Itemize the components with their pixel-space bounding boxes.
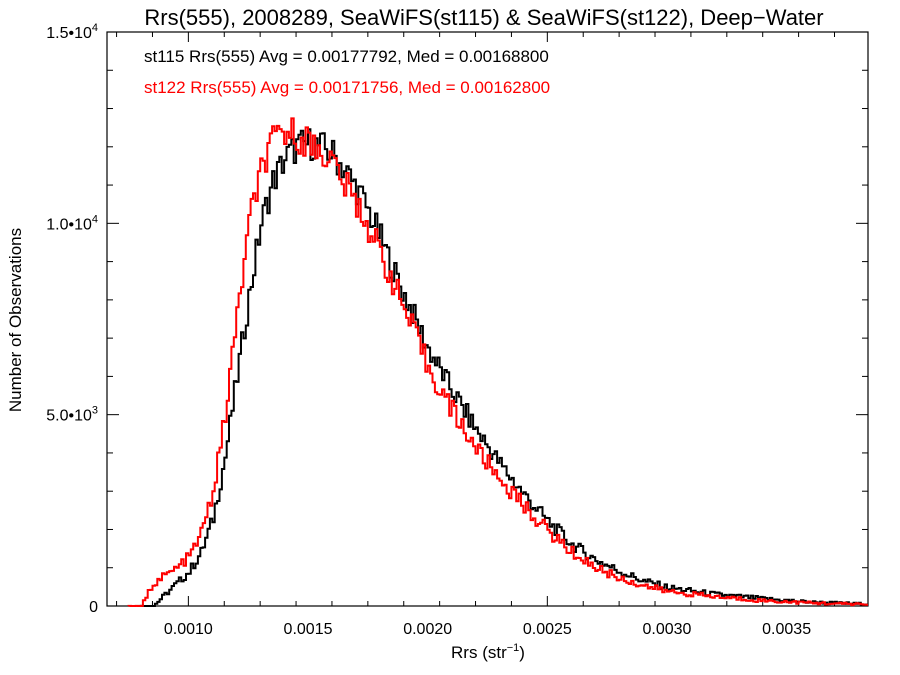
x-axis-label: Rrs (str−1) (451, 642, 525, 662)
y-tick-label: 5.0•103 (46, 405, 98, 425)
histogram-series-st122 (127, 117, 868, 607)
x-tick-label: 0.0020 (403, 621, 452, 638)
x-tick-label: 0.0025 (523, 621, 572, 638)
chart-title: Rrs(555), 2008289, SeaWiFS(st115) & SeaW… (144, 5, 823, 30)
y-tick-label: 1.0•104 (46, 213, 98, 233)
x-tick-label: 0.0035 (762, 621, 811, 638)
plot-frame (106, 31, 869, 607)
x-tick-label: 0.0010 (164, 621, 213, 638)
legend-entry-st115: st115 Rrs(555) Avg = 0.00177792, Med = 0… (144, 47, 549, 66)
y-axis-label: Number of Observations (6, 228, 25, 412)
x-tick-label: 0.0030 (643, 621, 692, 638)
x-tick-label: 0.0015 (284, 621, 333, 638)
legend-entry-st122: st122 Rrs(555) Avg = 0.00171756, Med = 0… (144, 78, 550, 97)
histogram-series-st115 (139, 128, 868, 607)
y-tick-label: 1.5•104 (46, 22, 98, 42)
y-tick-label: 0 (89, 599, 98, 616)
